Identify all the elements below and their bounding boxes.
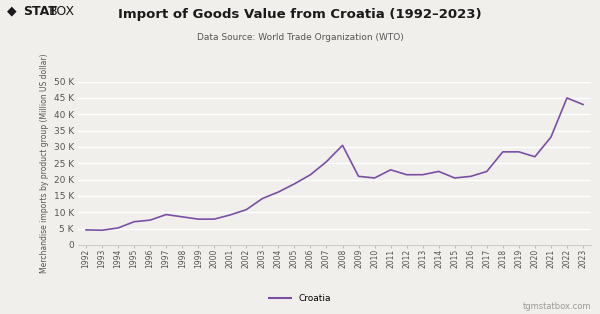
- Text: BOX: BOX: [49, 5, 76, 18]
- Text: ◆: ◆: [7, 5, 17, 18]
- Text: Data Source: World Trade Organization (WTO): Data Source: World Trade Organization (W…: [197, 33, 403, 42]
- Text: Import of Goods Value from Croatia (1992–2023): Import of Goods Value from Croatia (1992…: [118, 8, 482, 21]
- Text: STAT: STAT: [23, 5, 56, 18]
- Text: tgmstatbox.com: tgmstatbox.com: [523, 302, 591, 311]
- Legend: Croatia: Croatia: [265, 290, 335, 306]
- Y-axis label: Merchandise imports by product group (Million US dollar): Merchandise imports by product group (Mi…: [40, 53, 49, 273]
